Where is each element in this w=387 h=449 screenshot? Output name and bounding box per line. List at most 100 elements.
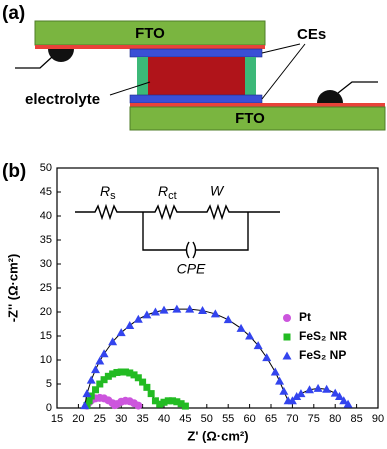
- point: [334, 391, 344, 400]
- y-tick-label: 40: [40, 210, 52, 222]
- point: [143, 383, 151, 391]
- pointer: [261, 43, 301, 54]
- x-tick-label: 50: [201, 413, 213, 425]
- legend-marker: [282, 351, 292, 360]
- x-tick-label: 55: [222, 413, 234, 425]
- x-tick-label: 35: [136, 413, 148, 425]
- point: [134, 374, 142, 382]
- x-tick-label: 85: [350, 413, 362, 425]
- pointer: [261, 43, 306, 100]
- point: [85, 397, 93, 405]
- point: [279, 386, 289, 395]
- point: [287, 396, 297, 405]
- subscript: ct: [168, 190, 177, 202]
- panel-label: (a): [2, 3, 25, 24]
- red-strip: [35, 45, 265, 49]
- point: [339, 396, 349, 405]
- point: [130, 371, 138, 379]
- point: [223, 315, 233, 324]
- spacer: [137, 57, 148, 95]
- point: [173, 398, 181, 406]
- point: [100, 376, 108, 384]
- circuit-line: [75, 203, 280, 221]
- y-tick-label: 10: [40, 354, 52, 366]
- point: [181, 402, 189, 410]
- point: [108, 337, 118, 346]
- electrolyte-block: [148, 57, 245, 95]
- point: [305, 385, 315, 394]
- point: [177, 400, 185, 408]
- point: [147, 390, 155, 398]
- fto-layer: [129, 106, 386, 131]
- point: [126, 369, 134, 377]
- legend-label: FeS₂ NR: [299, 329, 347, 343]
- point: [113, 368, 121, 376]
- y-tick-label: 5: [46, 378, 52, 390]
- point: [125, 320, 135, 329]
- point: [82, 389, 92, 398]
- legend-marker: [283, 314, 291, 322]
- point: [80, 401, 90, 410]
- symbol: R: [158, 183, 168, 199]
- point: [253, 341, 263, 350]
- point: [95, 356, 105, 365]
- y-tick-label: 30: [40, 258, 52, 270]
- symbol: R: [100, 183, 110, 199]
- point: [236, 323, 246, 332]
- point: [245, 331, 255, 340]
- point: [92, 386, 100, 394]
- x-tick-label: 20: [72, 413, 84, 425]
- point: [151, 397, 159, 405]
- wire: [15, 56, 53, 69]
- point: [96, 380, 104, 388]
- y-tick-label: 15: [40, 330, 52, 342]
- point: [156, 400, 164, 408]
- circuit: [75, 203, 280, 259]
- fto-layer: [34, 20, 266, 46]
- point: [160, 398, 168, 406]
- pointer: [109, 81, 151, 96]
- x-tick-label: 25: [94, 413, 106, 425]
- fto-label: FTO: [135, 25, 165, 42]
- x-tick-label: 65: [265, 413, 277, 425]
- point: [296, 389, 306, 398]
- point: [169, 397, 177, 405]
- cpe-symbol: [185, 241, 197, 259]
- circuit-label: Rs: [100, 183, 116, 202]
- contact: [317, 90, 343, 103]
- point: [142, 310, 152, 319]
- y-tick-label: 35: [40, 234, 52, 246]
- y-tick-label: 20: [40, 306, 52, 318]
- point: [313, 383, 323, 392]
- legend-marker: [283, 333, 291, 341]
- y-tick-label: 0: [46, 402, 52, 414]
- point: [292, 391, 302, 400]
- y-tick-label: 45: [40, 186, 52, 198]
- point: [86, 375, 96, 384]
- point: [109, 370, 117, 378]
- ce-layer: [129, 94, 263, 104]
- x-tick-label: 30: [115, 413, 127, 425]
- point: [134, 401, 143, 410]
- x-tick-label: 15: [51, 413, 63, 425]
- red-strip: [130, 103, 385, 107]
- point: [104, 372, 112, 380]
- point: [150, 307, 160, 316]
- ces-label: CEs: [297, 26, 326, 43]
- point: [133, 314, 143, 323]
- fto-label: FTO: [235, 110, 265, 127]
- point: [322, 384, 332, 393]
- plot-frame: [56, 167, 379, 409]
- circuit-branch: [142, 212, 249, 251]
- x-tick-label: 45: [179, 413, 191, 425]
- point: [343, 399, 353, 408]
- point: [172, 304, 182, 313]
- circuit-label: CPE: [177, 261, 206, 277]
- circuit-label: W: [210, 183, 225, 199]
- point: [87, 392, 95, 400]
- x-tick-label: 40: [158, 413, 170, 425]
- point: [262, 353, 272, 362]
- point: [185, 304, 195, 313]
- y-tick-label: 50: [40, 162, 52, 174]
